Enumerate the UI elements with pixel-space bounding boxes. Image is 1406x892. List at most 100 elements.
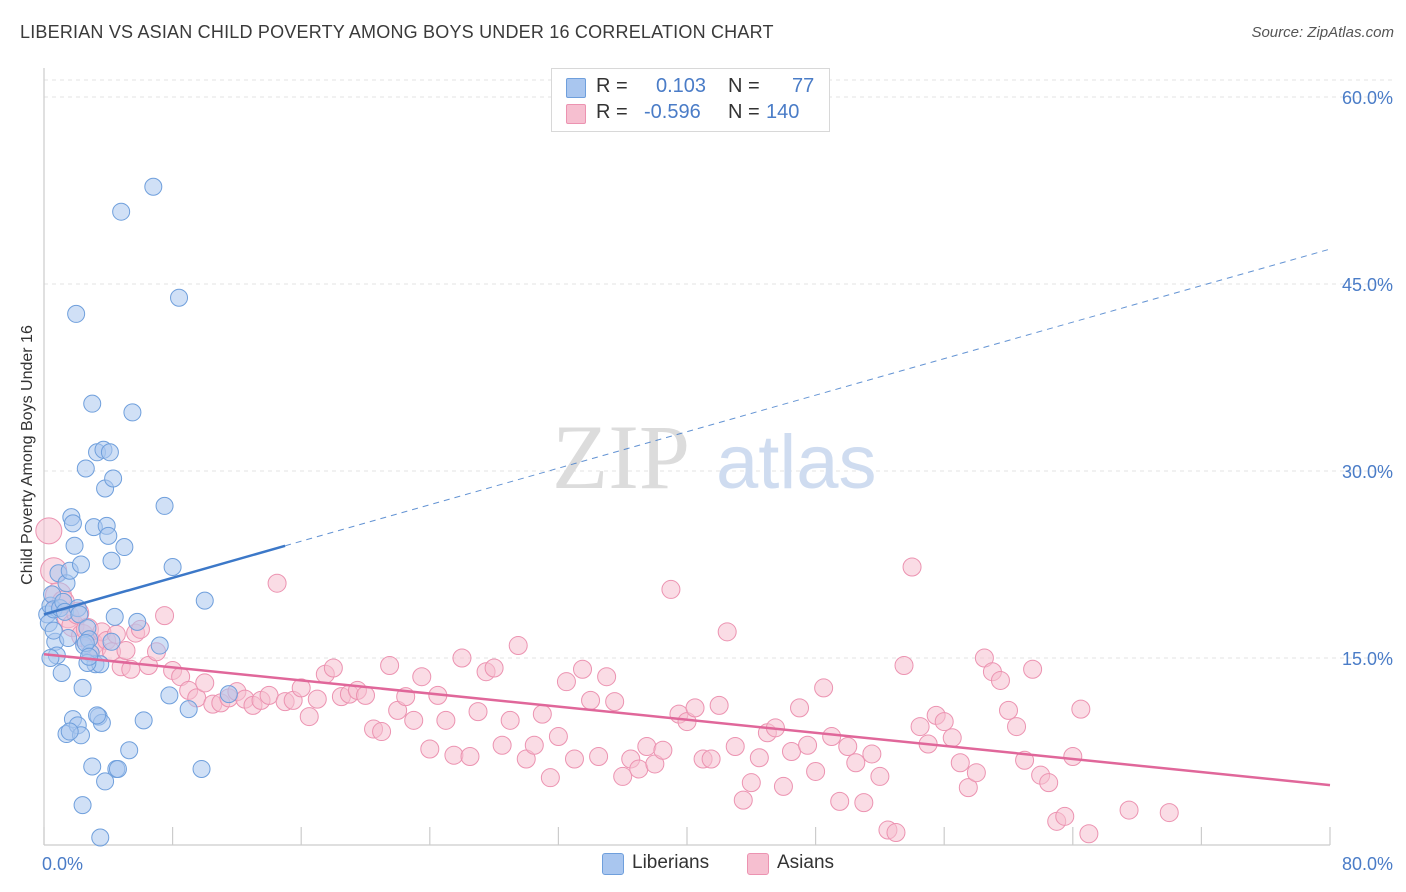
legend-r-label: R = [596,75,628,97]
asians-point [749,748,769,768]
asians-point [637,737,657,757]
liberians-point [150,636,169,655]
asians-point [356,685,375,705]
asians-point [902,557,922,577]
bottom-legend-swatch-liberians [602,853,624,875]
asians-point [556,672,576,692]
liberians-point [83,757,102,776]
liberians-point [100,443,119,462]
asians-point [653,740,673,760]
legend-swatch-asians [566,104,586,124]
liberians-trend-line [43,544,286,616]
watermark-atlas: atlas [716,420,877,505]
liberians-point [160,686,179,705]
asians-points [35,517,1179,844]
watermark: ZIP atlas [552,406,877,508]
asians-point [709,695,729,715]
asians-point [484,658,504,678]
x-tick-label-max: 80.0% [1342,854,1393,874]
bottom-legend-label-asians: Asians [777,852,835,873]
chart-title: LIBERIAN VS ASIAN CHILD POVERTY AMONG BO… [20,22,774,42]
asians-point [420,739,440,759]
asians-point [1023,659,1043,679]
asians-point [613,766,633,786]
liberians-point [104,469,123,488]
asians-point [404,710,424,730]
asians-point [934,712,954,732]
asians-point [999,700,1018,720]
asians-point [1007,717,1027,737]
asians-point [814,678,834,698]
legend-r-value: -0.596 [644,101,701,123]
asians-point [460,746,480,766]
liberians-point [134,711,153,730]
gridlines [44,79,1392,659]
asians-point [323,658,343,678]
bottom-legend-label-liberians: Liberians [632,852,710,873]
liberians-point [44,621,63,640]
legend-n-label: N = [728,75,760,97]
liberians-point [102,632,121,651]
asians-point [773,776,793,796]
asians-point [701,749,721,769]
asians-point [597,667,617,687]
legend-n-value: 140 [766,101,800,123]
liberians-point [195,591,214,610]
watermark-zip: ZIP [552,406,690,508]
legend-n-label: N = [728,101,760,123]
asians-point [1039,773,1059,793]
asians-point [548,727,568,747]
asians-point [500,710,520,730]
asians-point [307,689,327,709]
asians-point [725,737,745,757]
bottom-legend-swatch-asians [747,853,769,875]
asians-point [259,685,279,705]
asians-point [958,778,978,798]
asians-point [733,790,753,810]
asians-point [966,763,986,783]
liberians-point [115,538,134,557]
asians-point [589,746,609,766]
liberians-point [83,394,102,413]
asians-point [155,606,175,626]
asians-point [508,636,528,656]
liberians-points [38,177,238,847]
asians-point [717,622,737,642]
asians-point [412,667,432,687]
asians-point [1063,746,1083,766]
y-tick-label: 30.0% [1342,462,1393,482]
legend-swatch-liberians [566,78,586,98]
asians-point [267,573,287,593]
asians-point [1055,806,1075,826]
asians-point [685,698,705,718]
liberians-point [120,741,139,760]
liberians-point [80,647,99,666]
asians-point [492,735,512,755]
asians-point [372,722,392,742]
asians-point [1071,699,1091,719]
asians-point [452,648,472,668]
liberians-point [63,514,82,533]
asians-point [299,707,319,727]
asians-point [790,698,810,718]
liberians-point [60,722,79,741]
asians-point [894,655,914,675]
liberians-point [52,663,71,682]
liberians-point [71,555,90,574]
asians-point [661,579,681,599]
legend-n-value: 77 [792,75,815,97]
liberians-point [219,685,238,704]
liberians-point [96,772,115,791]
legend-r-value: 0.103 [656,75,707,97]
asians-trend-line [43,653,1331,787]
liberians-point [99,526,118,545]
liberians-point [67,304,86,323]
asians-point [1079,824,1099,844]
source-credit: Source: ZipAtlas.com [1251,24,1394,41]
asians-point [444,745,464,765]
y-tick-label: 15.0% [1342,649,1393,669]
asians-point [950,753,970,773]
liberians-point [108,759,127,778]
asians-point [862,744,882,764]
